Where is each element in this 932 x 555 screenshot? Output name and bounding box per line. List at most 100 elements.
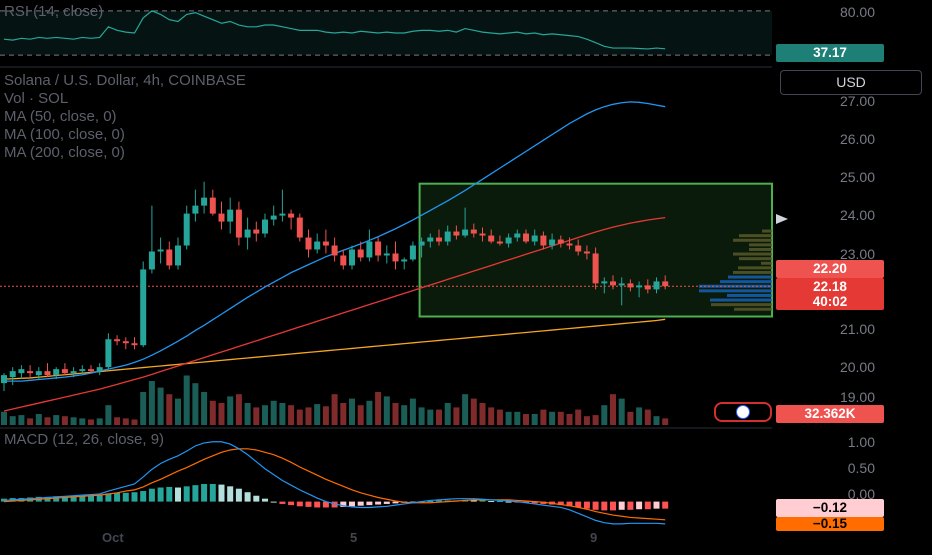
us-flag-icon[interactable] xyxy=(714,402,772,422)
macd-histogram-bar xyxy=(148,488,155,502)
macd-histogram-bar xyxy=(70,495,77,502)
macd-label[interactable]: MACD (12, 26, close, 9) xyxy=(4,431,165,448)
candle-body xyxy=(305,237,312,250)
ma100-label[interactable]: MA (100, close, 0) xyxy=(4,126,125,143)
candle-body xyxy=(296,217,303,238)
volume-label[interactable]: Vol · SOL xyxy=(4,90,69,107)
macd-tick-0: 0.00 xyxy=(847,486,875,502)
macd-histogram-bar xyxy=(366,501,373,506)
volume-bar xyxy=(479,403,486,425)
volume-bar xyxy=(662,418,669,425)
candle-body xyxy=(53,369,60,376)
volume-profile-bar xyxy=(699,284,772,288)
candle-body xyxy=(279,213,286,216)
volume-bar xyxy=(96,418,103,425)
candle-body xyxy=(540,235,547,246)
volume-bar xyxy=(227,396,234,425)
volume-bar xyxy=(453,407,460,425)
volume-bar xyxy=(592,415,599,425)
macd-tick-1: 1.00 xyxy=(847,434,875,450)
macd-histogram-bar xyxy=(253,495,260,502)
candle-body xyxy=(375,241,382,256)
macd-line xyxy=(3,441,666,525)
candle-body xyxy=(601,281,608,284)
volume-bar xyxy=(183,375,190,425)
current-price-pill: 22.20 xyxy=(776,260,884,278)
macd-histogram-bar xyxy=(201,484,208,502)
volume-bar xyxy=(288,405,295,425)
volume-bar xyxy=(392,403,399,425)
candle-body xyxy=(122,341,129,344)
macd-histogram-bar xyxy=(114,492,121,502)
volume-bar xyxy=(418,407,425,425)
volume-bar xyxy=(618,398,625,425)
candle-body xyxy=(583,251,590,254)
candle-body xyxy=(340,255,347,266)
volume-bar xyxy=(444,403,451,425)
y-tick-24: 24.00 xyxy=(839,207,875,223)
candle-body xyxy=(409,245,416,260)
candle-body xyxy=(636,285,643,288)
candle-body xyxy=(557,239,564,244)
macd-histogram-bar xyxy=(122,492,129,502)
volume-bar xyxy=(496,409,503,425)
ma200-label[interactable]: MA (200, close, 0) xyxy=(4,144,125,161)
candle-body xyxy=(114,339,121,342)
candle-body xyxy=(418,241,425,246)
macd-histogram-bar xyxy=(88,495,94,502)
currency-button[interactable]: USD xyxy=(780,70,922,95)
macd-histogram-bar xyxy=(349,501,355,507)
candle-body xyxy=(218,213,225,222)
volume-profile-bar xyxy=(727,293,772,297)
volume-bar xyxy=(514,411,521,425)
volume-bar xyxy=(148,381,155,425)
macd-histogram-bar xyxy=(636,501,643,510)
macd-histogram-bar xyxy=(218,484,225,502)
ma50-label[interactable]: MA (50, close, 0) xyxy=(4,108,117,125)
candle-body xyxy=(140,269,147,346)
volume-bar xyxy=(192,383,199,425)
candle-body xyxy=(70,371,77,374)
candle-body xyxy=(183,213,190,246)
macd-histogram-bar xyxy=(279,501,286,504)
volume-bar xyxy=(18,415,25,425)
macd-histogram-bar xyxy=(314,501,321,508)
candle-body xyxy=(44,371,51,376)
candle-body xyxy=(227,209,234,222)
volume-bar xyxy=(488,407,495,425)
macd-histogram-bar xyxy=(531,501,538,504)
volume-bar xyxy=(644,409,651,425)
macd-histogram-bar xyxy=(96,494,103,502)
volume-bar xyxy=(531,414,538,425)
volume-profile-bar xyxy=(711,303,772,307)
volume-profile-bar xyxy=(734,307,772,311)
candle-body xyxy=(88,369,94,372)
x-tick-5: 5 xyxy=(350,530,358,545)
volume-profile-bar xyxy=(699,289,772,293)
macd-histogram-bar xyxy=(227,486,234,502)
candle-body xyxy=(531,235,538,242)
volume-bar xyxy=(122,418,129,425)
volume-bar xyxy=(540,409,547,425)
candle-body xyxy=(322,241,329,246)
macd-histogram-bar xyxy=(409,501,416,503)
volume-bar xyxy=(340,403,347,425)
chart-title[interactable]: Solana / U.S. Dollar, 4h, COINBASE xyxy=(4,72,246,89)
candle-body xyxy=(462,229,469,236)
candle-body xyxy=(27,371,34,374)
volume-bar xyxy=(470,398,477,425)
volume-bar xyxy=(114,417,121,425)
macd-histogram-bar xyxy=(296,501,303,507)
y-tick-25: 25.00 xyxy=(839,169,875,185)
volume-profile-bar xyxy=(738,266,772,270)
volume-bar xyxy=(436,409,442,425)
candle-body xyxy=(96,367,103,372)
macd-histogram-bar xyxy=(618,501,625,510)
volume-bar xyxy=(27,418,34,425)
volume-bar xyxy=(566,414,573,425)
volume-bar xyxy=(505,411,512,425)
volume-bar xyxy=(331,394,338,425)
volume-bar xyxy=(70,417,77,425)
